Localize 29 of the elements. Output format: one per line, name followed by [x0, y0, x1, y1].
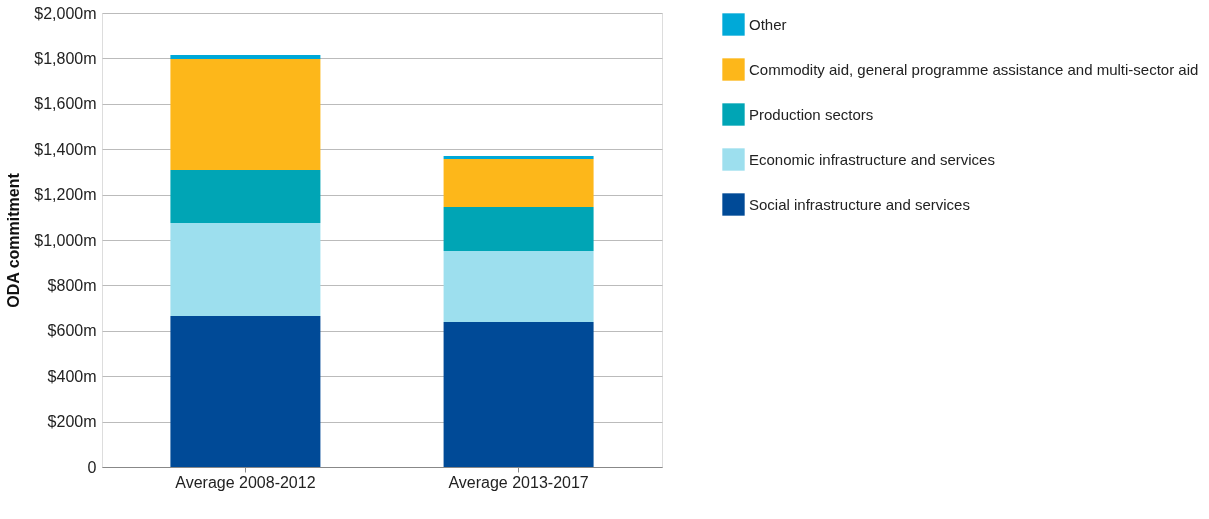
x-tick-label: Average 2008-2012	[175, 473, 316, 491]
bar	[443, 207, 594, 252]
y-tick-label: $1,600m	[34, 95, 97, 113]
bar	[170, 316, 321, 467]
bar	[170, 222, 321, 317]
bar	[170, 59, 321, 171]
bar	[170, 170, 321, 223]
legend-label: Other	[749, 15, 787, 33]
legend-label: Commodity aid, general programme assistance and multi-sector aid	[749, 60, 1199, 78]
y-tick-label: $2,000m	[34, 4, 97, 22]
y-axis-title: ODA commitment	[5, 172, 23, 308]
y-tick-label: 0	[87, 458, 97, 476]
bar	[443, 321, 594, 467]
y-tick-label: $1,000m	[34, 231, 97, 249]
y-tick-label: $800m	[47, 276, 97, 294]
legend-label: Social infrastructure and services	[749, 195, 970, 213]
bar	[443, 158, 594, 208]
y-tick-label: $1,200m	[34, 186, 97, 204]
y-tick-label: $600m	[47, 322, 97, 340]
bar	[170, 55, 321, 60]
bar	[443, 156, 594, 159]
y-tick-label: $1,400m	[34, 140, 97, 158]
legend-label: Economic infrastructure and services	[749, 150, 995, 168]
x-tick-label: Average 2013-2017	[448, 473, 589, 491]
legend-label: Production sectors	[749, 105, 874, 123]
y-tick-label: $400m	[47, 367, 97, 385]
y-tick-label: $1,800m	[34, 49, 97, 67]
y-tick-label: $200m	[47, 413, 97, 431]
bar	[443, 251, 594, 322]
